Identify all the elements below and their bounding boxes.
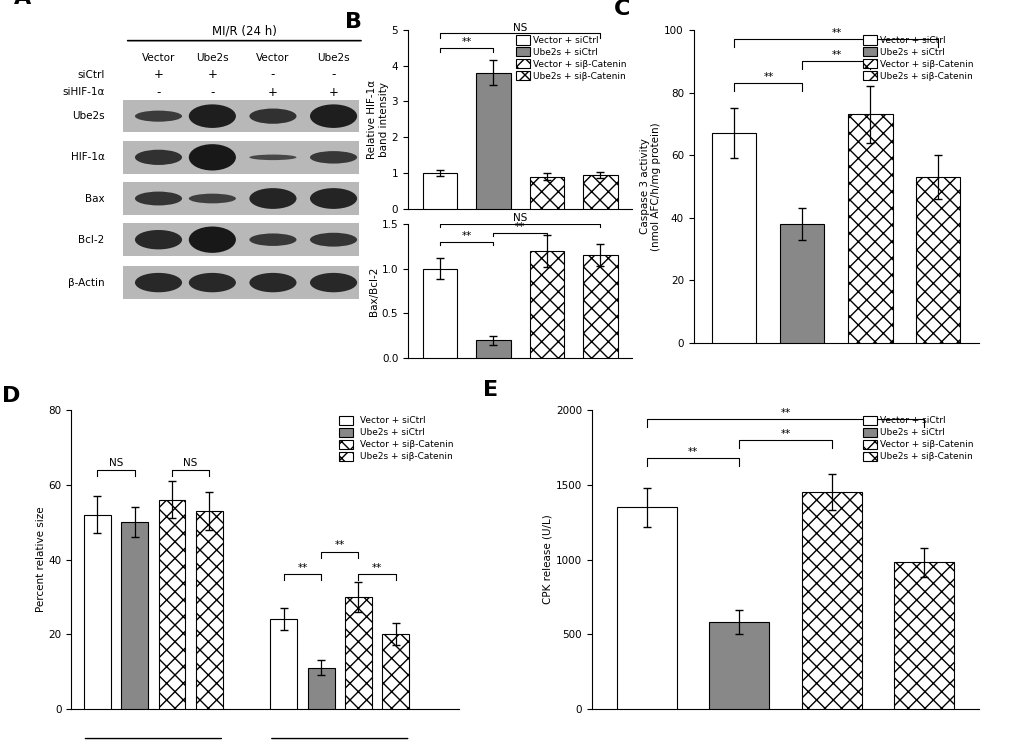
Ellipse shape — [189, 104, 235, 128]
Legend: Vector + siCtrl, Ube2s + siCtrl, Vector + siβ-Catenin, Ube2s + siβ-Catenin: Vector + siCtrl, Ube2s + siCtrl, Vector … — [515, 34, 628, 81]
Text: **: ** — [780, 429, 790, 439]
Text: B: B — [344, 12, 362, 32]
Bar — [123, 223, 359, 256]
Bar — [616, 507, 677, 709]
Text: Ube2s: Ube2s — [196, 53, 228, 63]
Text: HIF-1α: HIF-1α — [70, 152, 105, 163]
Bar — [708, 622, 768, 709]
Text: +: + — [154, 69, 163, 81]
Text: **: ** — [515, 222, 525, 232]
Bar — [583, 175, 618, 209]
Bar — [123, 141, 359, 174]
Text: D: D — [2, 386, 20, 407]
Y-axis label: Percent relative size: Percent relative size — [36, 507, 46, 612]
Text: Vector: Vector — [142, 53, 175, 63]
Bar — [529, 251, 564, 358]
Text: Ube2s: Ube2s — [317, 53, 350, 63]
Legend: Vector + siCtrl, Ube2s + siCtrl, Vector + siβ-Catenin, Ube2s + siβ-Catenin: Vector + siCtrl, Ube2s + siCtrl, Vector … — [861, 34, 974, 81]
Text: **: ** — [687, 447, 698, 457]
Bar — [308, 668, 334, 709]
Ellipse shape — [189, 144, 235, 171]
Ellipse shape — [189, 273, 235, 292]
Text: **: ** — [830, 28, 841, 37]
Legend: Vector + siCtrl, Ube2s + siCtrl, Vector + siβ-Catenin, Ube2s + siβ-Catenin: Vector + siCtrl, Ube2s + siCtrl, Vector … — [338, 415, 454, 462]
Ellipse shape — [310, 151, 357, 163]
Ellipse shape — [135, 110, 182, 122]
Ellipse shape — [249, 233, 297, 246]
Ellipse shape — [249, 273, 297, 292]
Text: MI/R (24 h): MI/R (24 h) — [212, 24, 276, 37]
Bar — [893, 562, 953, 709]
Ellipse shape — [135, 192, 182, 205]
Text: A: A — [14, 0, 31, 8]
Bar — [848, 114, 892, 343]
Text: Bcl-2: Bcl-2 — [78, 235, 105, 245]
Text: NS: NS — [109, 458, 123, 468]
Text: +: + — [328, 86, 338, 98]
Text: -: - — [270, 69, 275, 81]
Text: -: - — [156, 86, 161, 98]
Bar — [196, 511, 222, 709]
Ellipse shape — [189, 194, 235, 204]
Text: **: ** — [334, 540, 344, 551]
Bar — [382, 634, 409, 709]
Bar — [344, 597, 372, 709]
Text: Ube2s: Ube2s — [72, 111, 105, 121]
Ellipse shape — [135, 230, 182, 249]
Text: -: - — [210, 86, 214, 98]
Bar — [583, 255, 618, 358]
Ellipse shape — [310, 104, 357, 128]
Text: NS: NS — [513, 213, 527, 223]
Ellipse shape — [249, 188, 297, 209]
Text: siHIF-1α: siHIF-1α — [62, 87, 105, 97]
Text: C: C — [613, 0, 630, 19]
Bar — [915, 177, 960, 343]
Ellipse shape — [135, 150, 182, 165]
Bar — [422, 173, 457, 209]
Bar — [711, 134, 756, 343]
Ellipse shape — [189, 227, 235, 253]
Bar — [476, 340, 511, 358]
Bar — [422, 269, 457, 358]
Bar — [801, 492, 861, 709]
Text: siCtrl: siCtrl — [77, 70, 105, 80]
Text: NS: NS — [513, 22, 527, 33]
Bar — [123, 182, 359, 215]
Ellipse shape — [135, 273, 182, 292]
Bar — [123, 100, 359, 133]
Text: **: ** — [462, 37, 472, 47]
Text: **: ** — [762, 72, 772, 81]
Bar — [780, 224, 823, 343]
Legend: Vector + siCtrl, Ube2s + siCtrl, Vector + siβ-Catenin, Ube2s + siβ-Catenin: Vector + siCtrl, Ube2s + siCtrl, Vector … — [861, 415, 974, 462]
Bar — [84, 515, 111, 709]
Ellipse shape — [310, 188, 357, 209]
Text: Vector: Vector — [256, 53, 289, 63]
Text: NS: NS — [183, 458, 198, 468]
Bar — [123, 266, 359, 299]
Text: **: ** — [372, 562, 382, 573]
Text: +: + — [207, 69, 217, 81]
Text: **: ** — [462, 231, 472, 241]
Bar — [270, 619, 297, 709]
Text: Bax: Bax — [85, 193, 105, 204]
Y-axis label: Relative HIF-1α
band intensity: Relative HIF-1α band intensity — [367, 80, 388, 159]
Y-axis label: Bax/Bcl-2: Bax/Bcl-2 — [369, 266, 378, 316]
Text: **: ** — [830, 49, 841, 60]
Text: E: E — [483, 380, 497, 401]
Ellipse shape — [310, 273, 357, 292]
Ellipse shape — [249, 108, 297, 124]
Bar — [121, 522, 148, 709]
Text: +: + — [268, 86, 277, 98]
Y-axis label: Caspase 3 activity
(nmol AFC/h/mg protein): Caspase 3 activity (nmol AFC/h/mg protei… — [639, 122, 661, 251]
Ellipse shape — [249, 154, 297, 160]
Text: **: ** — [780, 408, 790, 418]
Text: -: - — [331, 69, 335, 81]
Bar — [159, 500, 185, 709]
Bar — [529, 177, 564, 209]
Bar — [476, 73, 511, 209]
Ellipse shape — [310, 233, 357, 247]
Y-axis label: CPK release (U/L): CPK release (U/L) — [542, 515, 552, 604]
Text: **: ** — [298, 562, 308, 573]
Text: β-Actin: β-Actin — [68, 278, 105, 288]
